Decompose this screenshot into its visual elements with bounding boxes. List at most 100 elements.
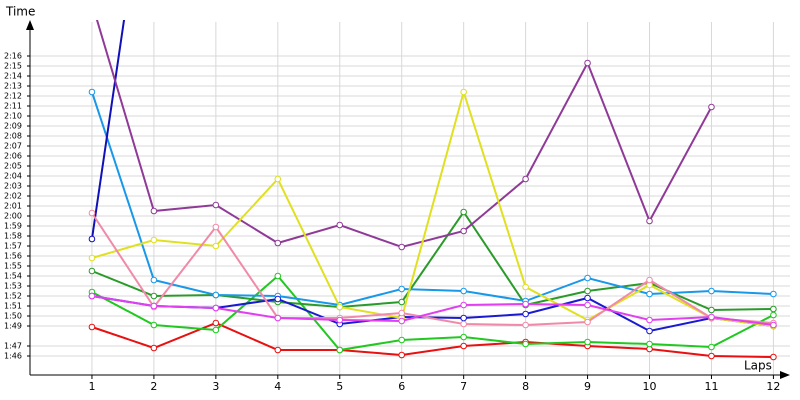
x-tick-label: 2	[150, 380, 157, 393]
point	[584, 318, 591, 326]
y-tick-label: 2:11	[4, 102, 22, 111]
y-tick-label: 2:14	[4, 72, 22, 81]
point	[708, 306, 715, 314]
point	[646, 340, 653, 348]
point	[770, 290, 777, 298]
point	[522, 340, 529, 348]
point	[150, 292, 158, 300]
point	[212, 326, 220, 334]
point	[274, 314, 282, 322]
point	[212, 304, 220, 312]
point	[646, 290, 653, 298]
point	[88, 88, 96, 96]
y-tick-label: 2:09	[4, 122, 22, 131]
point	[274, 239, 282, 247]
point	[274, 175, 282, 183]
y-tick-label: 1:50	[4, 312, 22, 321]
point	[770, 353, 777, 361]
point	[770, 305, 777, 313]
y-tick-label: 1:47	[4, 342, 22, 351]
y-tick-label: 2:13	[4, 82, 22, 91]
y-tick-label: 2:10	[4, 112, 22, 121]
y-tick-label: 2:02	[4, 192, 22, 201]
point	[336, 316, 344, 324]
point	[460, 88, 467, 96]
point	[460, 208, 467, 216]
y-tick-label: 2:00	[4, 212, 22, 221]
point	[460, 314, 467, 322]
point	[708, 343, 715, 351]
x-tick-label: 9	[584, 380, 591, 393]
point	[150, 321, 158, 329]
point	[708, 352, 715, 360]
y-tick-label: 2:06	[4, 152, 22, 161]
y-tick-label: 1:51	[4, 302, 22, 311]
y-tick-label: 1:54	[4, 272, 22, 281]
y-tick-label: 1:58	[4, 232, 22, 241]
y-tick-label: 2:01	[4, 202, 22, 211]
series-line	[91, 274, 774, 352]
x-axis-label: Laps	[744, 359, 772, 373]
point	[584, 274, 591, 282]
point	[584, 59, 591, 67]
point	[460, 342, 467, 350]
y-tick-label: 2:08	[4, 132, 22, 141]
series-line	[90, 20, 126, 240]
y-tick-label: 1:52	[4, 292, 22, 301]
point	[274, 272, 282, 280]
y-tick-label: 1:56	[4, 252, 22, 261]
point	[398, 243, 406, 251]
series-line	[91, 88, 774, 327]
point	[460, 227, 467, 235]
point	[398, 298, 406, 306]
y-arrow	[26, 20, 34, 30]
x-tick-label: 8	[522, 380, 529, 393]
y-tick-label: 2:15	[4, 62, 22, 71]
series-line	[91, 295, 774, 326]
point	[274, 346, 282, 354]
point	[212, 223, 220, 231]
y-tick-label: 1:59	[4, 222, 22, 231]
point	[460, 287, 467, 295]
x-tick-label: 6	[398, 380, 405, 393]
point	[88, 267, 96, 275]
point	[398, 336, 406, 344]
point	[522, 321, 529, 329]
point	[398, 351, 406, 359]
point	[646, 276, 653, 284]
point	[708, 103, 715, 111]
series-line	[91, 212, 774, 327]
y-tick-label: 1:55	[4, 262, 22, 271]
y-tick-label: 2:07	[4, 142, 22, 151]
point	[212, 242, 220, 250]
point	[522, 300, 529, 308]
point	[398, 285, 406, 293]
y-tick-label: 2:03	[4, 182, 22, 191]
point	[460, 320, 467, 328]
point	[150, 302, 158, 310]
point	[522, 283, 529, 291]
series-line	[91, 91, 774, 307]
y-tick-label: 1:46	[4, 352, 22, 361]
x-tick-label: 11	[704, 380, 718, 393]
x-tick-label: 10	[643, 380, 657, 393]
y-tick-label: 1:57	[4, 242, 22, 251]
point	[584, 301, 591, 309]
y-axis-label: Time	[5, 5, 35, 19]
point	[336, 221, 344, 229]
y-tick-label: 2:05	[4, 162, 22, 171]
point	[150, 276, 158, 284]
point	[646, 217, 653, 225]
y-tick-label: 2:04	[4, 172, 22, 181]
point	[398, 317, 406, 325]
x-tick-label: 1	[88, 380, 95, 393]
point	[336, 346, 344, 354]
point	[770, 311, 777, 319]
point	[460, 301, 467, 309]
point	[150, 236, 158, 244]
point	[150, 344, 158, 352]
point	[88, 209, 96, 217]
point	[88, 292, 96, 300]
x-arrow	[780, 371, 790, 379]
point	[88, 323, 96, 331]
